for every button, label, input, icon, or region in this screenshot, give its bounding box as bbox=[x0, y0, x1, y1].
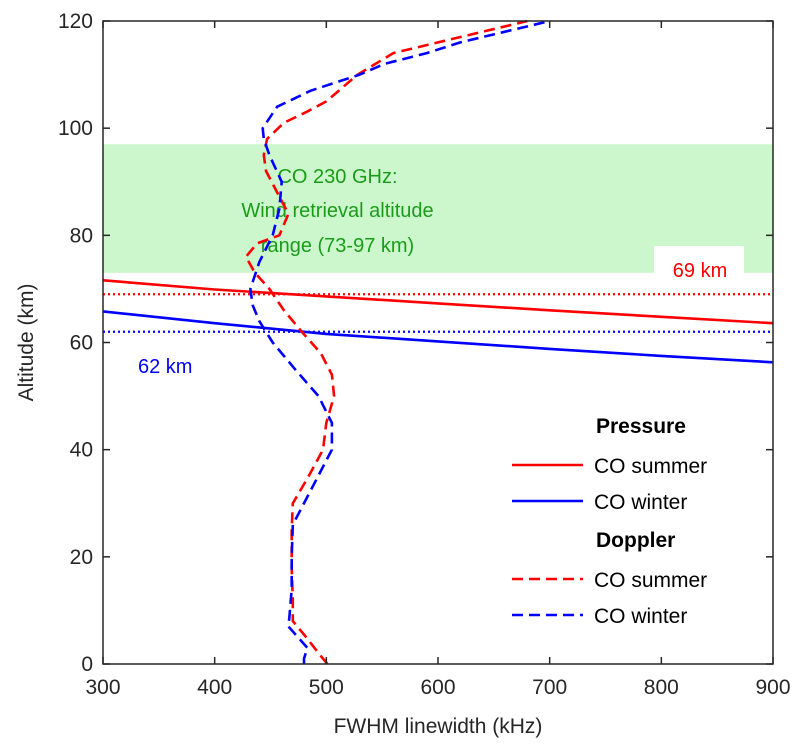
x-tick-label: 300 bbox=[85, 676, 120, 699]
legend-label-pressure-summer: CO summer bbox=[594, 455, 707, 478]
legend-label-pressure-winter: CO winter bbox=[594, 491, 687, 514]
legend: Pressure CO summer CO winter Doppler CO … bbox=[512, 415, 707, 628]
series-line-pressure-winter bbox=[102, 310, 774, 364]
series-line-pressure-summer bbox=[102, 279, 774, 325]
y-axis-label: Altitude (km) bbox=[15, 284, 38, 402]
x-tick-label: 400 bbox=[197, 676, 232, 699]
legend-label-doppler-summer: CO summer bbox=[594, 569, 707, 592]
y-tick-label: 40 bbox=[70, 439, 93, 462]
y-tick-label: 100 bbox=[58, 117, 93, 140]
altitude-band: CO 230 GHz: Wind retrieval altitude rang… bbox=[103, 144, 773, 273]
band-text-line: Wind retrieval altitude bbox=[241, 200, 433, 222]
series-line-doppler-summer bbox=[244, 19, 528, 665]
winter-reference-label: 62 km bbox=[138, 356, 192, 378]
y-tick-label: 120 bbox=[58, 10, 93, 33]
band-text-line: range (73-97 km) bbox=[261, 235, 414, 257]
x-tick-label: 600 bbox=[420, 676, 455, 699]
x-tick-label: 500 bbox=[309, 676, 344, 699]
legend-header-pressure: Pressure bbox=[596, 415, 686, 438]
y-tick-label: 20 bbox=[70, 546, 93, 569]
x-tick-label: 900 bbox=[755, 676, 790, 699]
legend-label-doppler-winter: CO winter bbox=[594, 605, 687, 628]
y-tick-label: 80 bbox=[70, 224, 93, 247]
series-group bbox=[102, 19, 774, 665]
reference-lines: 69 km 62 km bbox=[103, 246, 773, 378]
x-ticks: 300 400 500 600 700 800 900 bbox=[85, 21, 791, 699]
y-tick-label: 60 bbox=[70, 332, 93, 355]
legend-header-doppler: Doppler bbox=[596, 529, 675, 552]
y-tick-label: 0 bbox=[81, 653, 93, 676]
x-tick-label: 700 bbox=[532, 676, 567, 699]
summer-reference-label: 69 km bbox=[673, 260, 727, 282]
x-axis-label: FWHM linewidth (kHz) bbox=[334, 715, 543, 738]
y-ticks: 0 20 40 60 80 100 120 bbox=[58, 10, 773, 676]
summer-reference-label-bg bbox=[654, 246, 744, 284]
axes: 300 400 500 600 700 800 900 0 20 40 60 80 100 120 FW… bbox=[15, 10, 791, 738]
band-text-line: CO 230 GHz: bbox=[277, 166, 397, 188]
series-line-doppler-winter bbox=[249, 19, 551, 664]
x-tick-label: 800 bbox=[644, 676, 679, 699]
